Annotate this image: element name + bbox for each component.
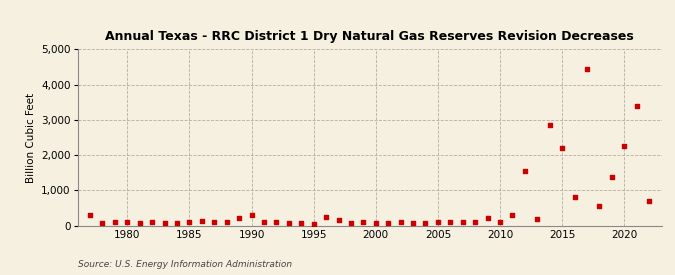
Point — [557, 146, 568, 150]
Point — [619, 144, 630, 148]
Point — [146, 220, 157, 224]
Point — [445, 220, 456, 224]
Point — [159, 221, 170, 225]
Point — [109, 220, 120, 224]
Point — [569, 195, 580, 200]
Point — [507, 213, 518, 217]
Point — [396, 220, 406, 224]
Point — [259, 220, 269, 224]
Point — [221, 220, 232, 224]
Point — [482, 216, 493, 221]
Point — [383, 221, 394, 225]
Point — [520, 169, 531, 173]
Point — [196, 218, 207, 223]
Point — [458, 220, 468, 224]
Point — [84, 213, 95, 217]
Point — [433, 220, 443, 224]
Text: Source: U.S. Energy Information Administration: Source: U.S. Energy Information Administ… — [78, 260, 292, 269]
Point — [97, 221, 108, 225]
Point — [631, 104, 642, 108]
Point — [358, 220, 369, 224]
Title: Annual Texas - RRC District 1 Dry Natural Gas Reserves Revision Decreases: Annual Texas - RRC District 1 Dry Natura… — [105, 30, 634, 43]
Point — [308, 222, 319, 227]
Point — [246, 213, 257, 217]
Point — [470, 220, 481, 224]
Point — [333, 218, 344, 222]
Point — [209, 219, 219, 224]
Point — [408, 221, 418, 225]
Point — [420, 221, 431, 225]
Point — [371, 221, 381, 225]
Point — [495, 220, 506, 224]
Point — [346, 221, 356, 225]
Point — [594, 204, 605, 208]
Point — [644, 199, 655, 203]
Point — [296, 221, 306, 225]
Point — [606, 175, 617, 179]
Point — [284, 221, 294, 225]
Point — [271, 220, 281, 224]
Y-axis label: Billion Cubic Feet: Billion Cubic Feet — [26, 92, 36, 183]
Point — [532, 217, 543, 221]
Point — [122, 220, 133, 224]
Point — [234, 216, 244, 221]
Point — [184, 220, 195, 224]
Point — [321, 214, 331, 219]
Point — [582, 67, 593, 71]
Point — [134, 221, 145, 225]
Point — [171, 221, 182, 225]
Point — [544, 123, 555, 127]
